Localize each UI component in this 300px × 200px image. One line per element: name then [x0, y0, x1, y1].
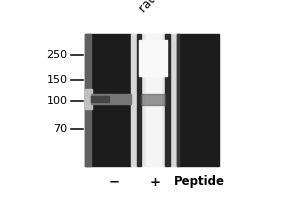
Bar — [136, 34, 141, 166]
Text: rat brain: rat brain — [136, 0, 181, 15]
Bar — [91, 94, 130, 104]
Text: 100: 100 — [46, 96, 68, 106]
Bar — [146, 34, 160, 166]
Text: Peptide: Peptide — [174, 176, 225, 188]
Bar — [85, 34, 130, 166]
Bar — [169, 34, 177, 166]
Bar — [139, 40, 167, 76]
Bar — [177, 34, 179, 166]
Bar — [85, 34, 91, 166]
Bar — [165, 34, 169, 166]
Bar — [130, 34, 136, 166]
Bar — [85, 89, 92, 109]
Text: 70: 70 — [53, 124, 68, 134]
Bar — [136, 34, 169, 166]
Text: 250: 250 — [46, 50, 68, 60]
Bar — [141, 94, 165, 104]
Text: +: + — [150, 176, 161, 188]
Bar — [177, 34, 219, 166]
Text: −: − — [109, 176, 120, 188]
Text: 150: 150 — [46, 75, 68, 85]
Bar — [91, 96, 109, 102]
